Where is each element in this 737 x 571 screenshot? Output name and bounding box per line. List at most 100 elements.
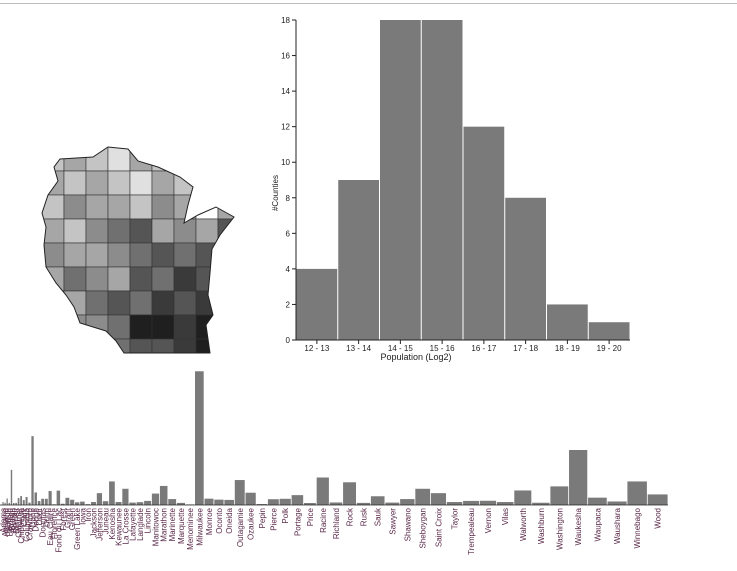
county-region[interactable] xyxy=(107,290,131,316)
county-bar[interactable] xyxy=(25,496,28,505)
county-region[interactable] xyxy=(217,290,240,316)
histogram-bar[interactable] xyxy=(421,20,463,340)
county-region[interactable] xyxy=(129,266,153,292)
county-region[interactable] xyxy=(107,147,131,172)
county-bar[interactable] xyxy=(37,501,41,505)
county-bar[interactable] xyxy=(204,498,214,505)
county-region[interactable] xyxy=(217,266,240,292)
county-bar[interactable] xyxy=(291,495,304,505)
county-region[interactable] xyxy=(217,170,240,196)
county-bar[interactable] xyxy=(569,449,588,505)
county-region[interactable] xyxy=(107,266,131,292)
county-bar[interactable] xyxy=(496,502,514,505)
county-region[interactable] xyxy=(217,147,240,172)
county-bar[interactable] xyxy=(31,436,34,505)
county-region[interactable] xyxy=(85,314,109,340)
county-region[interactable] xyxy=(195,218,219,244)
county-region[interactable] xyxy=(173,266,197,292)
county-bar[interactable] xyxy=(144,500,152,505)
county-bar[interactable] xyxy=(479,500,497,505)
county-region[interactable] xyxy=(129,170,153,196)
county-region[interactable] xyxy=(107,218,131,244)
county-region[interactable] xyxy=(107,314,131,340)
county-bar[interactable] xyxy=(10,469,13,505)
county-bar[interactable] xyxy=(65,497,70,505)
county-region[interactable] xyxy=(63,314,87,340)
county-region[interactable] xyxy=(129,242,153,268)
county-bar[interactable] xyxy=(168,499,177,505)
county-region[interactable] xyxy=(107,170,131,196)
county-bar[interactable] xyxy=(627,481,647,505)
county-region[interactable] xyxy=(151,314,175,340)
county-bar[interactable] xyxy=(70,499,75,505)
county-bar[interactable] xyxy=(17,498,20,505)
county-region[interactable] xyxy=(195,266,219,292)
county-bar[interactable] xyxy=(96,493,103,505)
county-bar[interactable] xyxy=(607,501,627,505)
county-region[interactable] xyxy=(195,147,219,172)
county-region[interactable] xyxy=(217,242,240,268)
county-bar[interactable] xyxy=(446,502,463,505)
county-region[interactable] xyxy=(85,194,109,220)
county-bar[interactable] xyxy=(214,499,224,505)
county-bar[interactable] xyxy=(80,501,85,505)
county-bar[interactable] xyxy=(194,371,204,505)
county-region[interactable] xyxy=(195,242,219,268)
county-bar[interactable] xyxy=(122,488,129,505)
county-bar[interactable] xyxy=(234,480,245,505)
county-bar[interactable] xyxy=(8,502,10,505)
county-bar[interactable] xyxy=(102,501,109,505)
county-region[interactable] xyxy=(63,218,87,244)
histogram-bar[interactable] xyxy=(380,20,421,340)
wisconsin-county-map[interactable] xyxy=(38,145,248,355)
histogram-bar[interactable] xyxy=(463,126,505,341)
county-region[interactable] xyxy=(217,194,240,220)
county-region[interactable] xyxy=(129,147,153,172)
county-bar[interactable] xyxy=(356,502,371,505)
county-region[interactable] xyxy=(217,338,240,355)
county-region[interactable] xyxy=(217,218,240,244)
county-bar[interactable] xyxy=(415,488,431,505)
county-region[interactable] xyxy=(63,242,87,268)
county-bar[interactable] xyxy=(316,477,329,505)
county-region[interactable] xyxy=(85,242,109,268)
county-region[interactable] xyxy=(85,338,109,355)
county-bar[interactable] xyxy=(22,500,25,505)
county-bar[interactable] xyxy=(91,502,97,505)
county-region[interactable] xyxy=(173,170,197,196)
county-region[interactable] xyxy=(151,266,175,292)
county-bar[interactable] xyxy=(115,502,122,505)
county-region[interactable] xyxy=(195,290,219,316)
county-bar[interactable] xyxy=(28,502,31,505)
county-bar[interactable] xyxy=(329,502,343,505)
county-region[interactable] xyxy=(63,170,87,196)
county-region[interactable] xyxy=(151,242,175,268)
county-region[interactable] xyxy=(85,266,109,292)
county-region[interactable] xyxy=(173,242,197,268)
county-region[interactable] xyxy=(195,194,219,220)
county-bar[interactable] xyxy=(400,499,415,505)
county-bar[interactable] xyxy=(151,493,160,505)
county-bar[interactable] xyxy=(109,481,115,505)
county-region[interactable] xyxy=(151,218,175,244)
county-bar[interactable] xyxy=(514,490,532,505)
county-region[interactable] xyxy=(151,170,175,196)
county-region[interactable] xyxy=(85,290,109,316)
county-region[interactable] xyxy=(129,314,153,340)
county-region[interactable] xyxy=(107,194,131,220)
county-region[interactable] xyxy=(42,170,65,196)
county-region[interactable] xyxy=(129,218,153,244)
county-region[interactable] xyxy=(173,290,197,316)
county-bar[interactable] xyxy=(6,498,8,505)
county-bar[interactable] xyxy=(385,502,400,505)
county-region[interactable] xyxy=(63,338,87,355)
histogram-bar[interactable] xyxy=(338,180,379,340)
county-region[interactable] xyxy=(85,218,109,244)
histogram-bar[interactable] xyxy=(547,304,588,340)
county-region[interactable] xyxy=(63,290,87,316)
county-bar[interactable] xyxy=(176,502,186,505)
county-region[interactable] xyxy=(173,314,197,340)
county-bar[interactable] xyxy=(44,498,48,505)
county-bar[interactable] xyxy=(2,502,4,505)
county-region[interactable] xyxy=(151,194,175,220)
